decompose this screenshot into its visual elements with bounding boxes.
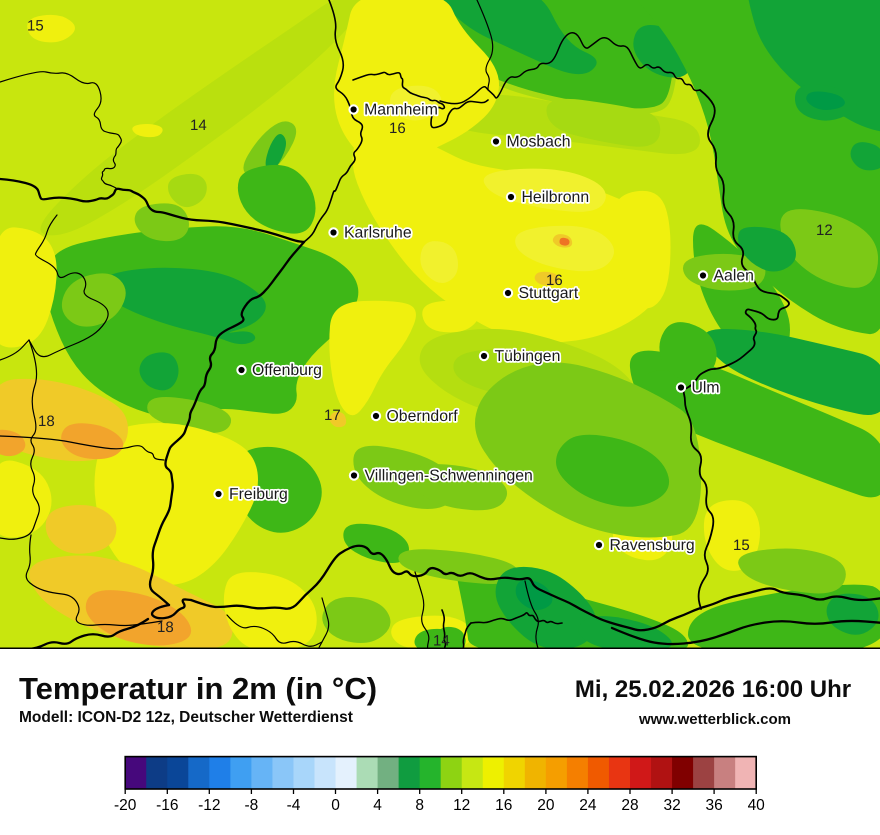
svg-text:15: 15 [27,18,44,35]
svg-text:Stuttgart: Stuttgart [519,285,579,302]
svg-text:Offenburg: Offenburg [252,362,322,379]
svg-text:0: 0 [331,797,340,814]
svg-text:Mosbach: Mosbach [507,134,571,151]
svg-text:-16: -16 [156,797,178,814]
svg-text:Tübingen: Tübingen [495,348,561,365]
svg-text:Karlsruhe: Karlsruhe [344,225,412,242]
svg-text:18: 18 [38,413,55,430]
svg-text:16: 16 [546,272,563,289]
svg-text:Ravensburg: Ravensburg [610,537,695,554]
svg-text:32: 32 [663,797,680,814]
svg-text:36: 36 [705,797,722,814]
svg-text:Oberndorf: Oberndorf [387,408,459,425]
svg-text:Mannheim: Mannheim [364,102,438,119]
svg-text:Freiburg: Freiburg [229,486,288,503]
svg-text:4: 4 [373,797,382,814]
svg-text:-20: -20 [114,797,137,814]
svg-text:15: 15 [733,537,750,554]
svg-text:16: 16 [495,797,512,814]
svg-text:40: 40 [748,797,766,814]
svg-text:16: 16 [389,120,406,137]
svg-text:-4: -4 [287,797,301,814]
svg-text:Aalen: Aalen [714,268,754,285]
svg-text:14: 14 [190,117,207,134]
svg-text:Ulm: Ulm [692,380,720,397]
svg-text:12: 12 [816,222,833,239]
svg-text:28: 28 [621,797,638,814]
svg-text:24: 24 [579,797,597,814]
svg-text:-12: -12 [198,797,220,814]
svg-text:Heilbronn: Heilbronn [522,189,590,206]
svg-text:17: 17 [324,407,341,424]
svg-text:14: 14 [433,633,450,650]
svg-text:Villingen-Schwenningen: Villingen-Schwenningen [365,468,533,485]
svg-text:-8: -8 [245,797,259,814]
svg-text:12: 12 [453,797,470,814]
svg-text:18: 18 [157,619,174,636]
svg-text:8: 8 [415,797,424,814]
svg-text:20: 20 [537,797,555,814]
